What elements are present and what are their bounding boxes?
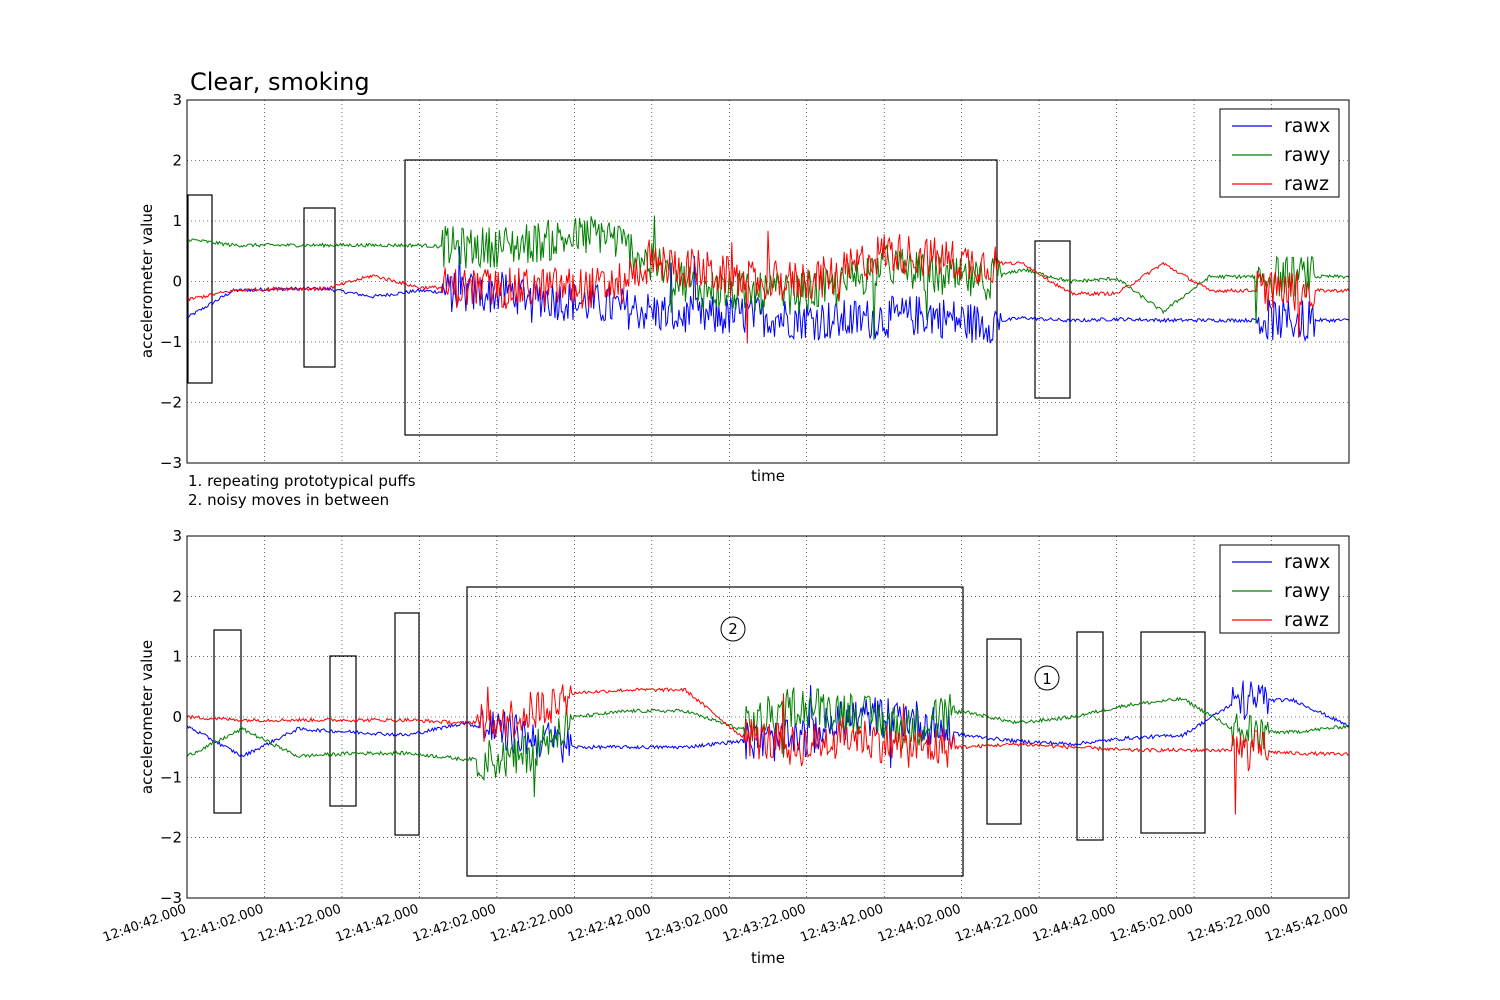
highlight-box: [329, 655, 357, 807]
y-tick-label: −3: [160, 889, 182, 907]
annotation-marker-2: 2: [720, 616, 746, 642]
x-tick-labels: 12:40:42.00012:41:02.00012:41:22.00012:4…: [101, 902, 1350, 946]
legend-entry-rawz: rawz: [1284, 609, 1329, 631]
annotation-marker-1: 1: [1034, 665, 1060, 691]
note-line-1: 1. repeating prototypical puffs: [188, 472, 416, 490]
x-tick-label: 12:45:42.000: [1263, 902, 1350, 946]
series-line-rawz: [186, 684, 1350, 815]
y-axis-label: accelerometer value: [138, 204, 156, 358]
highlight-box: [1076, 631, 1104, 841]
highlight-box: [1140, 631, 1206, 834]
series-line-rawy: [186, 687, 1350, 798]
highlight-boxes: [187, 159, 1071, 436]
x-tick-label: 12:42:02.000: [411, 902, 498, 946]
series-line-rawz: [186, 230, 1350, 344]
grid: [187, 536, 1349, 898]
legend-frame: [1219, 108, 1340, 198]
y-tick-label: 1: [172, 648, 182, 666]
y-tick-label: −3: [160, 454, 182, 472]
legend-entry-rawy: rawy: [1284, 580, 1330, 602]
x-tick-label: 12:41:42.000: [334, 902, 421, 946]
x-tick-label: 12:45:22.000: [1186, 902, 1273, 946]
y-tick-label: 0: [172, 708, 182, 726]
x-tick-label: 12:45:02.000: [1108, 902, 1195, 946]
x-tick-label: 12:40:42.000: [101, 902, 188, 946]
y-tick-label: 2: [172, 152, 182, 170]
series-line-rawx: [186, 246, 1350, 344]
x-tick-label: 12:44:02.000: [876, 902, 963, 946]
legend-frame: [1219, 544, 1340, 634]
legend-entry-rawx: rawx: [1284, 551, 1330, 573]
x-tick-label: 12:41:22.000: [256, 902, 343, 946]
highlight-box: [213, 629, 242, 814]
grid: [187, 100, 1349, 463]
highlight-box: [187, 194, 213, 384]
legend-entry-rawz: rawz: [1284, 173, 1329, 195]
y-tick-label: 3: [172, 91, 182, 109]
series-lines: [186, 215, 1350, 344]
y-axis-label: accelerometer value: [138, 640, 156, 794]
y-tick-labels: −3 −2 −1 0 1 2 3: [160, 527, 182, 907]
x-tick-label: 12:44:42.000: [1031, 902, 1118, 946]
y-tick-labels: −3 −2 −1 0 1 2 3: [160, 91, 182, 472]
y-tick-label: −1: [160, 768, 182, 786]
highlight-box: [466, 586, 964, 877]
x-axis-label: time: [751, 467, 785, 485]
y-tick-label: 3: [172, 527, 182, 545]
legend-entry-rawy: rawy: [1284, 144, 1330, 166]
x-tick-label: 12:42:22.000: [488, 902, 575, 946]
y-tick-label: 0: [172, 273, 182, 291]
chart-top: Clear, smoking −3 −2 −1 0 1 2 3 time accelerom…: [138, 68, 1350, 509]
y-tick-label: 1: [172, 212, 182, 230]
legend-entry-rawx: rawx: [1284, 115, 1330, 137]
y-tick-label: −2: [160, 829, 182, 847]
series-line-rawx: [186, 680, 1350, 768]
highlight-box: [1034, 240, 1071, 399]
chart-title: Clear, smoking: [190, 68, 370, 96]
legend: rawx rawy rawz: [1219, 108, 1340, 198]
note-line-2: 2. noisy moves in between: [188, 491, 389, 509]
y-tick-label: 2: [172, 587, 182, 605]
series-line-rawy: [186, 215, 1350, 341]
x-tick-label: 12:43:02.000: [643, 902, 730, 946]
annotation-label-2: 2: [728, 620, 738, 638]
legend: rawx rawy rawz: [1219, 544, 1340, 634]
highlight-box: [986, 638, 1022, 825]
highlight-box: [404, 159, 998, 436]
highlight-boxes: [213, 586, 1206, 877]
x-tick-label: 12:43:42.000: [798, 902, 885, 946]
highlight-box: [394, 612, 420, 836]
x-axis-label: time: [751, 949, 785, 967]
y-tick-label: −1: [160, 333, 182, 351]
annotation-label-1: 1: [1042, 670, 1052, 688]
plot-frame: [186, 99, 1350, 464]
series-lines: [186, 680, 1350, 815]
x-tick-label: 12:41:02.000: [179, 902, 266, 946]
plot-frame: [186, 535, 1350, 899]
x-tick-label: 12:44:22.000: [953, 902, 1040, 946]
y-tick-label: −2: [160, 394, 182, 412]
x-tick-label: 12:43:22.000: [721, 902, 808, 946]
x-tick-label: 12:42:42.000: [566, 902, 653, 946]
